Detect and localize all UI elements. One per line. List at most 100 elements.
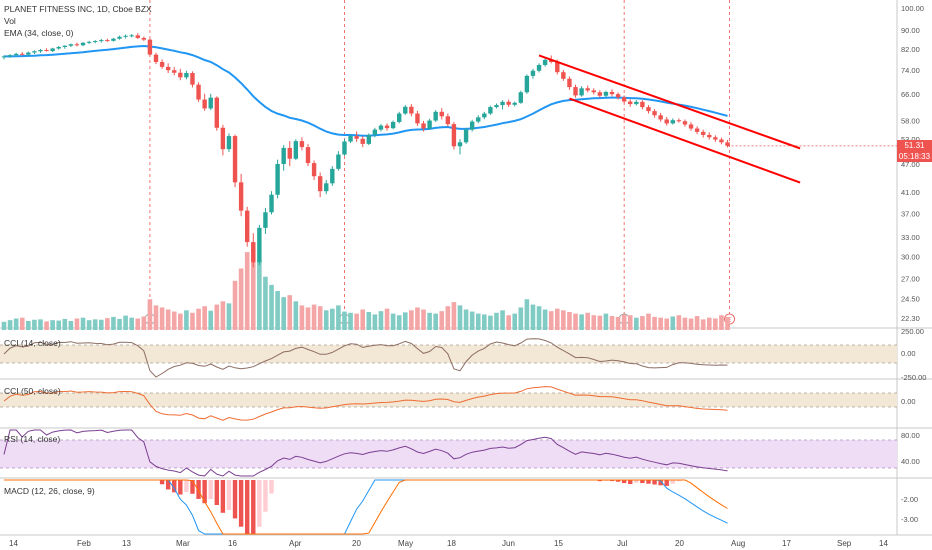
indicator-tick-label: 80.00 <box>901 431 920 440</box>
candle-body <box>512 102 517 105</box>
candle-body <box>585 88 590 91</box>
candle-body <box>202 99 207 109</box>
candle-body <box>311 163 317 177</box>
candle-body <box>634 101 639 105</box>
last-price-tag-bg <box>897 140 932 162</box>
indicator-tick-label: -3.00 <box>901 515 918 524</box>
candle-body <box>433 111 438 121</box>
macd-histogram-bar <box>652 480 657 485</box>
volume-bar <box>676 315 682 330</box>
macd-legend: MACD (12, 26, close, 9) <box>4 486 95 496</box>
candle-body <box>147 39 153 55</box>
candle-body <box>482 113 487 118</box>
macd-histogram-bar <box>628 480 633 485</box>
volume-bar <box>68 320 74 330</box>
price-tick-label: 90.00 <box>901 26 920 35</box>
time-tick-label: 16 <box>228 539 237 548</box>
volume-bar <box>694 316 700 330</box>
time-tick-label: 20 <box>675 539 684 548</box>
macd-line <box>4 479 728 535</box>
volume-bar <box>129 317 134 330</box>
candle-body <box>141 37 147 40</box>
candle-body <box>688 124 694 129</box>
volume-bar <box>135 318 141 330</box>
candle-body <box>561 72 566 79</box>
candle-body <box>713 137 718 140</box>
indicator-tick-label: 250.00 <box>901 327 924 336</box>
candle-body <box>682 121 688 125</box>
candle-body <box>725 142 730 146</box>
candle-body <box>628 101 633 105</box>
volume-bar <box>475 313 481 330</box>
volume-bar <box>220 301 226 330</box>
volume-bar <box>646 313 651 330</box>
macd-histogram-bar <box>165 480 171 490</box>
candle-body <box>524 75 530 93</box>
volume-bar <box>74 318 80 330</box>
volume-bar <box>634 317 639 330</box>
candle-body <box>62 45 67 47</box>
candle-body <box>44 50 49 52</box>
channel-lower-line <box>569 97 801 184</box>
time-tick-label: 13 <box>122 539 131 548</box>
volume-bar <box>141 316 147 330</box>
time-tick-label: Jul <box>617 539 627 548</box>
candle-body <box>409 106 414 114</box>
price-tick-label: 58.00 <box>901 117 920 126</box>
candle-body <box>403 106 408 114</box>
candle-body <box>159 61 165 67</box>
time-tick-label: 20 <box>352 539 361 548</box>
macd-histogram-bar <box>178 480 183 495</box>
volume-bar <box>196 308 201 330</box>
volume-bar <box>336 305 341 330</box>
candle-body <box>93 41 98 43</box>
time-tick-label: 14 <box>9 539 18 548</box>
candle-body <box>360 138 365 144</box>
candle-body <box>99 40 104 42</box>
candle-body <box>330 168 335 184</box>
candle-body <box>13 53 19 56</box>
macd-histogram-bar <box>664 480 669 486</box>
volume-bar <box>390 313 396 330</box>
price-tick-label: 37.00 <box>901 209 920 218</box>
volume-bar <box>415 307 420 330</box>
indicator-tick-label: 40.00 <box>901 457 920 466</box>
volume-bar <box>13 318 19 330</box>
volume-bar <box>299 305 305 330</box>
volume-bar <box>421 309 426 330</box>
candle-body <box>719 139 724 143</box>
volume-bar <box>354 313 359 330</box>
volume-bar <box>62 318 68 330</box>
candle-body <box>500 101 505 106</box>
price-tick-label: 82.00 <box>901 45 920 54</box>
volume-bar <box>165 309 171 330</box>
volume-bar <box>38 319 43 330</box>
volume-bar <box>372 314 378 330</box>
candle-body <box>80 42 86 46</box>
candle-body <box>38 50 43 52</box>
candle-body <box>129 35 134 37</box>
price-tick-label: 47.00 <box>901 160 920 169</box>
volume-bar <box>366 311 372 330</box>
candle-body <box>530 70 536 76</box>
macd-histogram-bar <box>597 480 603 482</box>
price-tick-label: 27.00 <box>901 274 920 283</box>
macd-histogram-bar <box>676 480 682 482</box>
candle-body <box>421 123 426 129</box>
volume-bar <box>348 312 353 330</box>
volume-bar <box>494 312 499 330</box>
volume-bar <box>86 320 92 330</box>
candle-body <box>111 38 116 41</box>
candle-body <box>451 124 457 147</box>
candle-body <box>652 111 657 116</box>
candle-body <box>463 129 469 143</box>
candle-body <box>251 242 256 263</box>
volume-bar <box>725 316 730 330</box>
volume-bar <box>573 313 578 330</box>
candle-body <box>7 55 13 57</box>
cci14-line <box>3 338 728 378</box>
candle-body <box>178 72 183 78</box>
candle-body <box>670 120 675 124</box>
ema-line <box>4 44 728 137</box>
volume-bar <box>208 310 214 330</box>
